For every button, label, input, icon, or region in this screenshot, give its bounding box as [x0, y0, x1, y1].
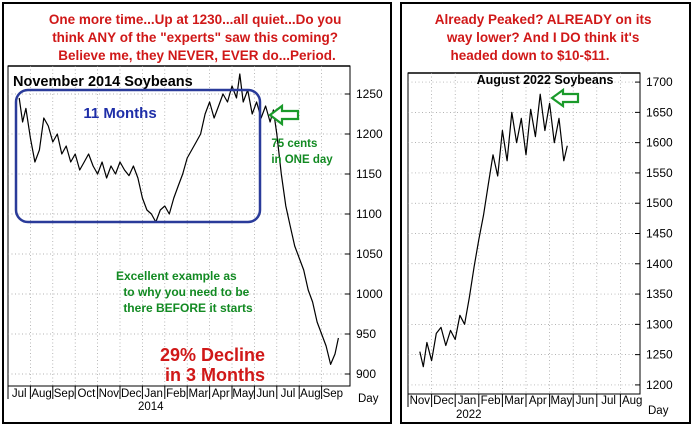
left-x-tick-label: Jul	[12, 388, 27, 400]
left-x-tick-label: Jun	[256, 388, 275, 400]
left-x-tick-label: May	[232, 388, 254, 400]
right-chart-title: August 2022 Soybeans	[477, 73, 614, 87]
right-headline-line-3: headed down to $10-$11.	[450, 48, 609, 63]
arrow-left-icon	[550, 87, 580, 109]
move-annotation-line-2: in ONE day	[271, 154, 333, 166]
left-y-tick-label: 1050	[356, 247, 383, 261]
right-y-tick-label: 1700	[646, 75, 673, 89]
right-x-tick-label: Jun	[576, 395, 595, 407]
right-x-tick-label: Aug	[622, 395, 642, 407]
left-x-tick-label: Dec	[121, 388, 142, 400]
left-panel-frame	[2, 2, 392, 424]
left-x-tick-label: Jan	[144, 388, 163, 400]
left-x-tick-label: Sep	[54, 388, 74, 400]
svg-text:75 cents in ONE day: 75 cents in ONE day	[271, 138, 333, 166]
lesson-line-2: to why you need to be	[123, 285, 249, 299]
svg-text:Already Peaked? ALREADY on its: Already Peaked? ALREADY on its way lower…	[435, 12, 656, 63]
arrow-left-icon	[268, 103, 300, 127]
eleven-month-range-box	[14, 88, 262, 224]
right-x-unit-label: Day	[648, 405, 669, 417]
left-y-tick-label: 1250	[356, 87, 383, 101]
right-x-tick-label: Jul	[601, 395, 616, 407]
left-price-line	[18, 73, 339, 365]
right-x-tick-label: Feb	[481, 395, 501, 407]
left-y-tick-label: 900	[356, 367, 376, 381]
left-chart-title: November 2014 Soybeans	[13, 74, 193, 90]
right-x-tick-label: Jan	[458, 395, 477, 407]
right-x-axis: Nov Dec Jan Feb Mar Apr May Jun Jul Aug	[407, 394, 642, 407]
right-y-tick-label: 1500	[646, 196, 673, 210]
right-x-tick-label: Dec	[433, 395, 454, 407]
right-y-tick-label: 1300	[646, 317, 673, 331]
box-label: 11 Months	[83, 105, 156, 122]
decline-line-1: 29% Decline	[160, 345, 265, 365]
right-x-tick-label: May	[551, 395, 573, 407]
right-y-tick-label: 1200	[646, 378, 673, 392]
left-year-label: 2014	[138, 401, 164, 413]
left-grid	[8, 66, 350, 386]
svg-text:29% Decline in 3 Months: 29% Decline in 3 Months	[160, 345, 270, 385]
right-y-axis: 1200 1250 1300 1350 1400 1450 1500 1550 1600 1650…	[635, 75, 673, 392]
right-x-tick-label: Nov	[410, 395, 431, 407]
left-y-axis: 900 950 1000 1050 1100 1150 1200 1250	[345, 87, 383, 381]
left-x-unit-label: Day	[358, 393, 379, 405]
left-x-tick-label: Oct	[77, 388, 96, 400]
left-y-tick-label: 1100	[356, 207, 382, 221]
right-y-tick-label: 1650	[646, 105, 673, 119]
left-y-tick-label: 950	[356, 327, 376, 341]
left-x-tick-label: Apr	[212, 388, 230, 400]
left-y-tick-label: 1150	[356, 167, 382, 181]
right-x-tick-label: Mar	[504, 395, 524, 407]
right-y-tick-label: 1400	[646, 257, 673, 271]
left-x-tick-label: Mar	[188, 388, 208, 400]
left-headline-line-2: think ANY of the "experts" saw this comi…	[52, 30, 338, 45]
right-grid	[408, 73, 640, 394]
left-x-tick-label: Jul	[281, 388, 296, 400]
left-x-tick-label: Sep	[323, 388, 343, 400]
right-year-label: 2022	[456, 409, 482, 421]
left-x-tick-label: Feb	[166, 388, 186, 400]
move-annotation-line-1: 75 cents	[271, 138, 317, 150]
right-y-tick-label: 1600	[646, 136, 673, 150]
right-y-tick-label: 1350	[646, 287, 673, 301]
left-x-tick-label: Aug	[300, 388, 320, 400]
left-x-tick-label: Aug	[31, 388, 51, 400]
left-y-tick-label: 1000	[356, 287, 383, 301]
left-panel: One more time...Up at 1230...all quiet..…	[2, 2, 392, 424]
right-y-tick-label: 1250	[646, 348, 673, 362]
left-headline-line-1: One more time...Up at 1230...all quiet..…	[49, 12, 342, 27]
right-y-tick-label: 1450	[646, 227, 673, 241]
right-y-tick-label: 1550	[646, 166, 673, 180]
right-headline-line-1: Already Peaked? ALREADY on its	[435, 12, 652, 27]
right-panel: Already Peaked? ALREADY on its way lower…	[400, 2, 691, 424]
decline-line-2: in 3 Months	[165, 365, 265, 385]
right-headline-line-2: way lower? And I DO think it's	[446, 30, 639, 45]
right-price-line	[419, 93, 568, 368]
left-x-axis: Jul Aug Sep Oct Nov Dec Jan Feb Mar Apr May Jun Jul A…	[7, 386, 343, 400]
lesson-line-1: Excellent example as	[116, 269, 237, 283]
right-x-tick-label: Apr	[529, 395, 547, 407]
left-x-tick-label: Nov	[99, 388, 120, 400]
lesson-line-3: there BEFORE it starts	[123, 301, 253, 315]
left-y-tick-label: 1200	[356, 127, 383, 141]
svg-text:One more time...Up at 1230...a: One more time...Up at 1230...all quiet..…	[49, 12, 345, 63]
svg-text:Excellent example as to: Excellent example as to why you need to …	[116, 269, 253, 315]
left-headline-line-3: Believe me, they NEVER, EVER do...Period…	[58, 48, 336, 63]
